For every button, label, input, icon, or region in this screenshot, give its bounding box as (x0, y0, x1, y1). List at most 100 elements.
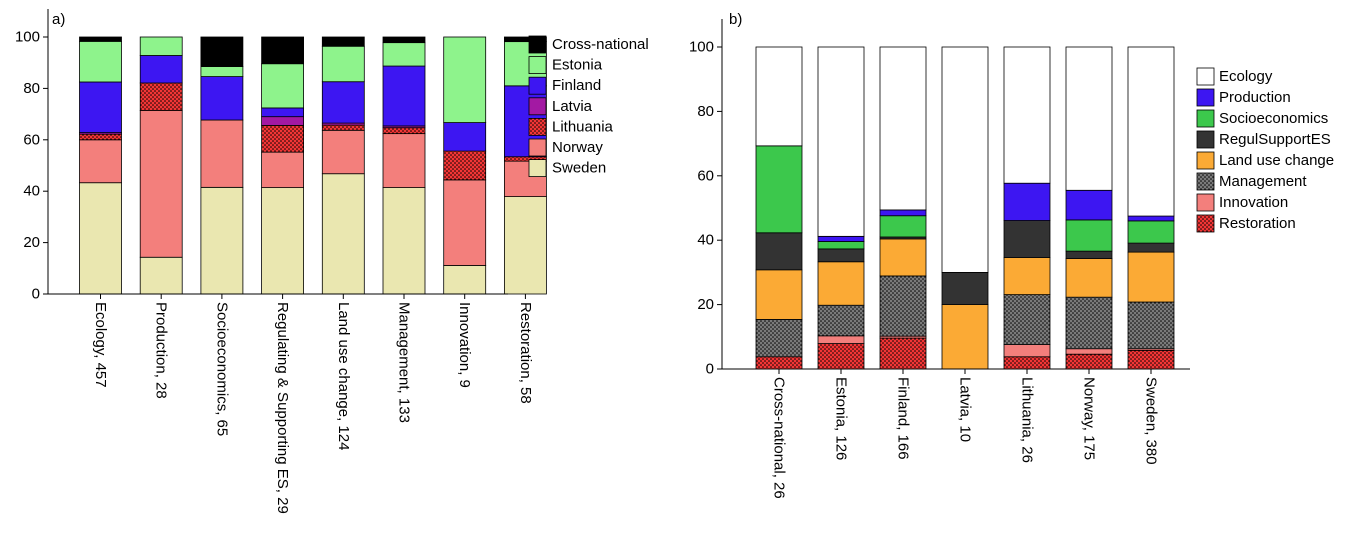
panel-a-bar-socioeconomics-65-sweden (200, 186, 244, 295)
panel-b-bar-sweden-380-socioeconomics (1127, 220, 1175, 244)
panel-a-legend-swatch-lithuania (528, 118, 547, 136)
panel-a-bar-management-133-finland (382, 65, 426, 127)
panel-b-bar-norway-175-management (1065, 296, 1113, 350)
panel-b-bar-estonia-126-innovation (817, 335, 865, 344)
panel-b-bar-norway-175-land-use-change (1065, 258, 1113, 298)
panel-a-legend-swatch-sweden (528, 159, 547, 178)
panel-b-bar-cross-national-26-socioeconomics (755, 145, 803, 234)
panel-b-bar-lithuania-26-ecology (1003, 46, 1051, 184)
panel-a-legend-swatch-latvia (528, 97, 547, 116)
panel-a-bar-regulating-supporting-es-29-norway (261, 151, 305, 189)
panel-b-legend-swatch-socioeconomics (1196, 109, 1215, 128)
panel-b-legend-swatch-production (1196, 88, 1215, 107)
panel-a-xlabel-socioeconomics-65: Socioeconomics, 65 (213, 302, 230, 436)
panel-b-bar-norway-175-innovation (1065, 348, 1113, 355)
panel-b-bar-cross-national-26-land-use-change (755, 269, 803, 320)
panel-b-bar-finland-166-production (879, 209, 927, 217)
panel-b-bar-sweden-380-management (1127, 301, 1175, 350)
panel-a-bar-restoration-58-sweden (503, 196, 547, 295)
panel-a-bar-ecology-457-lithuania (79, 133, 122, 141)
panel-b-xlabel-lithuania-26: Lithuania, 26 (1019, 377, 1036, 463)
panel-a-bar-socioeconomics-65-estonia (200, 66, 244, 77)
panel-b-ytick-label-40: 40 (697, 232, 714, 249)
panel-b-legend-label-ecology: Ecology (1219, 68, 1273, 85)
panel-b-bar-cross-national-26-regulsupportes (755, 232, 803, 271)
panel-a-bar-socioeconomics-65-cross-national (200, 36, 244, 67)
panel-b-ytick-label-60: 60 (697, 167, 714, 184)
panel-a-bar-regulating-supporting-es-29-lithuania (261, 125, 305, 153)
panel-b-xlabel-norway-175: Norway, 175 (1081, 377, 1098, 460)
panel-a-bar-production-28-norway (139, 110, 183, 258)
panel-a-ytick-label-60: 60 (23, 131, 40, 148)
panel-a-bar-socioeconomics-65-norway (200, 119, 244, 188)
panel-b-legend-label-restoration: Restoration (1219, 215, 1296, 232)
panel-a-xlabel-innovation-9: Innovation, 9 (456, 302, 473, 388)
panel-b-bar-estonia-126-regulsupportes (817, 248, 865, 263)
panel-b-bar-sweden-380-regulsupportes (1127, 242, 1175, 253)
panel-a-bar-innovation-9-lithuania (443, 150, 487, 181)
panel-a-bar-management-133-cross-national (382, 36, 426, 44)
panel-a-bar-land-use-change-124-estonia (321, 45, 365, 83)
panel-a-bar-ecology-457-estonia (79, 40, 122, 83)
panel-a: a) Ecology, 457 Production, 28 Socioeconomi… (15, 9, 649, 514)
panel-a-bar-land-use-change-124-finland (321, 81, 365, 124)
panel-b-bar-estonia-126-land-use-change (817, 261, 865, 306)
panel-b-bar-cross-national-26-management (755, 319, 803, 358)
panel-b-bar-norway-175-ecology (1065, 46, 1113, 191)
panel-a-label: a) (52, 11, 65, 28)
panel-a-bar-land-use-change-124-norway (321, 129, 365, 175)
panel-a-bar-regulating-supporting-es-29-cross-national (261, 36, 305, 65)
panel-b-bar-finland-166-socioeconomics (879, 215, 927, 238)
panel-a-legend-label-norway: Norway (552, 139, 603, 156)
panel-a-ytick-label-40: 40 (23, 183, 40, 200)
panel-a-bar-regulating-supporting-es-29-latvia (261, 116, 305, 126)
panel-a-bar-land-use-change-124-lithuania (321, 124, 365, 131)
panel-a-bar-regulating-supporting-es-29-sweden (261, 187, 305, 295)
panel-b-bar-sweden-380-land-use-change (1127, 251, 1175, 303)
panel-b-ytick-label-80: 80 (697, 103, 714, 120)
panel-a-bar-regulating-supporting-es-29-finland (261, 107, 305, 118)
panel-b-legend-swatch-management (1196, 172, 1215, 191)
panel-b-legend-label-regulsupportes: RegulSupportES (1219, 131, 1331, 148)
panel-a-legend-swatch-finland (528, 76, 547, 95)
panel-a-xlabel-ecology-457: Ecology, 457 (92, 302, 109, 388)
panel-a-legend-label-finland: Finland (552, 77, 601, 94)
panel-b-legend-label-land-use-change: Land use change (1219, 152, 1334, 169)
panel-a-ytick-label-80: 80 (23, 80, 40, 97)
panel-b-bar-norway-175-regulsupportes (1065, 250, 1113, 259)
panel-a-bar-innovation-9-finland (443, 122, 487, 152)
panel-b-xlabel-finland-166: Finland, 166 (895, 377, 912, 460)
panel-b-bar-norway-175-socioeconomics (1065, 219, 1113, 252)
panel-a-bar-land-use-change-124-sweden (321, 173, 365, 295)
panel-a-xlabel-management-133: Management, 133 (396, 302, 413, 423)
panel-b-xlabel-latvia-10: Latvia, 10 (957, 377, 974, 442)
panel-a-bar-innovation-9-sweden (443, 265, 487, 295)
panel-a-bar-ecology-457-norway (79, 139, 122, 184)
panel-a-bar-ecology-457-sweden (79, 182, 122, 295)
panel-b-bar-cross-national-26-ecology (755, 46, 803, 147)
panel-a-bar-production-28-finland (139, 55, 183, 84)
panel-a-legend-label-cross-national: Cross-national (552, 36, 649, 53)
panel-b-bar-finland-166-restoration (879, 337, 927, 370)
panel-b-bar-lithuania-26-management (1003, 294, 1051, 345)
panel-b-bar-finland-166-management (879, 275, 927, 337)
panel-a-bar-ecology-457-finland (79, 81, 122, 134)
panel-a-bar-land-use-change-124-cross-national (321, 36, 365, 47)
panel-a-bar-management-133-lithuania (382, 127, 426, 135)
panel-b-bar-estonia-126-management (817, 304, 865, 337)
panel-b-bar-estonia-126-production (817, 235, 865, 242)
panel-b-bar-lithuania-26-restoration (1003, 356, 1051, 370)
panel-b-legend-swatch-innovation (1196, 193, 1215, 212)
panel-b-legend-label-management: Management (1219, 173, 1307, 190)
panel-a-bar-regulating-supporting-es-29-estonia (261, 63, 305, 109)
panel-b-xlabel-cross-national-26: Cross-national, 26 (771, 377, 788, 499)
panel-a-xlabel-production-28: Production, 28 (153, 302, 170, 399)
panel-a-bar-innovation-9-estonia (443, 36, 487, 123)
panel-b-bar-latvia-10-regulsupportes (941, 271, 989, 305)
panel-b-bar-norway-175-restoration (1065, 353, 1113, 370)
panel-a-bar-management-133-sweden (382, 187, 426, 295)
panel-b-bar-lithuania-26-regulsupportes (1003, 220, 1051, 258)
panel-b-label: b) (729, 11, 742, 28)
